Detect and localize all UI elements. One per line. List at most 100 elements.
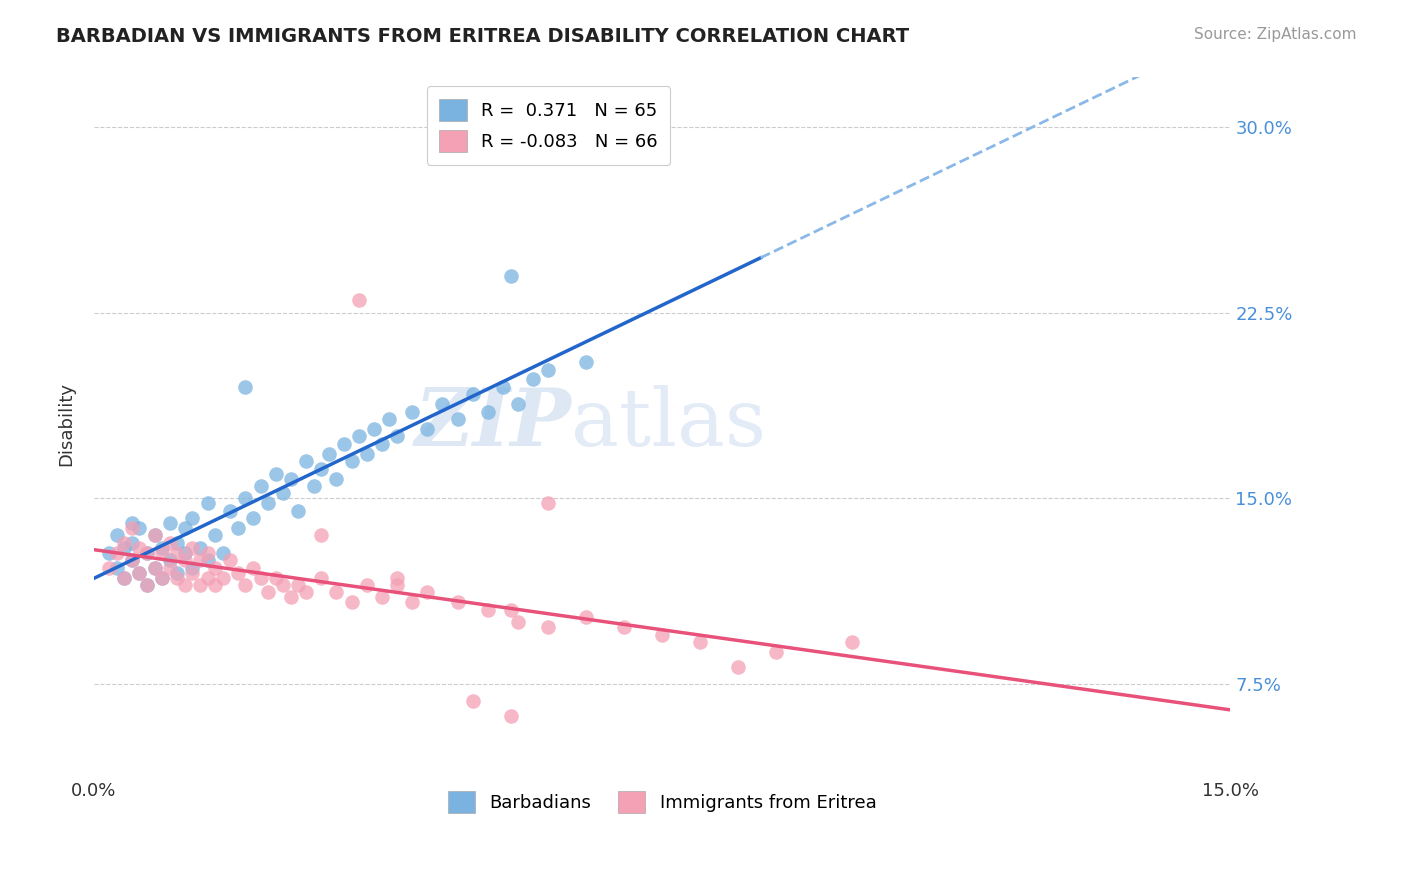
Y-axis label: Disability: Disability [58, 382, 75, 466]
Point [136, 546, 159, 560]
Point [575, 610, 598, 624]
Point [280, 591, 302, 605]
Point [150, 571, 173, 585]
Point [613, 620, 636, 634]
Point [188, 541, 211, 555]
Text: Source: ZipAtlas.com: Source: ZipAtlas.com [1194, 27, 1357, 42]
Point [347, 429, 370, 443]
Point [235, 578, 257, 592]
Point [347, 293, 370, 308]
Point [112, 536, 135, 550]
Point [416, 422, 439, 436]
Point [128, 566, 150, 580]
Point [150, 546, 173, 560]
Point [150, 541, 173, 555]
Point [242, 511, 264, 525]
Point [136, 546, 159, 560]
Point [333, 437, 356, 451]
Point [249, 571, 271, 585]
Point [689, 635, 711, 649]
Point [249, 479, 271, 493]
Point [173, 521, 195, 535]
Point [121, 521, 143, 535]
Point [477, 405, 499, 419]
Point [173, 546, 195, 560]
Point [143, 560, 166, 574]
Point [537, 620, 560, 634]
Point [173, 578, 195, 592]
Point [121, 553, 143, 567]
Point [340, 595, 363, 609]
Point [105, 546, 128, 560]
Point [385, 578, 408, 592]
Point [356, 578, 378, 592]
Point [841, 635, 863, 649]
Point [257, 496, 280, 510]
Point [211, 571, 233, 585]
Point [173, 553, 195, 567]
Point [302, 479, 325, 493]
Point [188, 578, 211, 592]
Point [499, 603, 522, 617]
Point [264, 571, 287, 585]
Point [166, 571, 188, 585]
Text: BARBADIAN VS IMMIGRANTS FROM ERITREA DISABILITY CORRELATION CHART: BARBADIAN VS IMMIGRANTS FROM ERITREA DIS… [56, 27, 910, 45]
Point [181, 511, 204, 525]
Point [537, 496, 560, 510]
Point [159, 560, 181, 574]
Point [197, 496, 219, 510]
Point [318, 447, 340, 461]
Point [378, 412, 401, 426]
Point [765, 645, 787, 659]
Point [181, 560, 204, 574]
Point [492, 380, 515, 394]
Point [242, 560, 264, 574]
Point [371, 591, 394, 605]
Point [401, 405, 423, 419]
Point [136, 578, 159, 592]
Text: ZIP: ZIP [415, 385, 571, 463]
Point [356, 447, 378, 461]
Point [181, 566, 204, 580]
Point [112, 571, 135, 585]
Point [461, 387, 484, 401]
Point [121, 536, 143, 550]
Point [340, 454, 363, 468]
Point [575, 355, 598, 369]
Point [295, 454, 318, 468]
Point [159, 553, 181, 567]
Point [446, 595, 468, 609]
Point [309, 528, 332, 542]
Point [98, 546, 121, 560]
Point [522, 372, 544, 386]
Point [128, 521, 150, 535]
Point [128, 566, 150, 580]
Point [143, 528, 166, 542]
Point [166, 546, 188, 560]
Point [325, 585, 347, 599]
Point [287, 504, 309, 518]
Point [159, 516, 181, 530]
Point [219, 553, 242, 567]
Point [204, 578, 226, 592]
Point [309, 571, 332, 585]
Text: atlas: atlas [571, 385, 766, 463]
Point [98, 560, 121, 574]
Point [105, 560, 128, 574]
Point [537, 362, 560, 376]
Point [287, 578, 309, 592]
Point [385, 429, 408, 443]
Point [166, 566, 188, 580]
Point [385, 571, 408, 585]
Point [112, 541, 135, 555]
Point [371, 437, 394, 451]
Point [112, 571, 135, 585]
Point [136, 578, 159, 592]
Point [273, 578, 295, 592]
Point [508, 397, 530, 411]
Point [416, 585, 439, 599]
Legend: Barbadians, Immigrants from Eritrea: Barbadians, Immigrants from Eritrea [437, 780, 887, 824]
Point [727, 659, 749, 673]
Point [219, 504, 242, 518]
Point [181, 541, 204, 555]
